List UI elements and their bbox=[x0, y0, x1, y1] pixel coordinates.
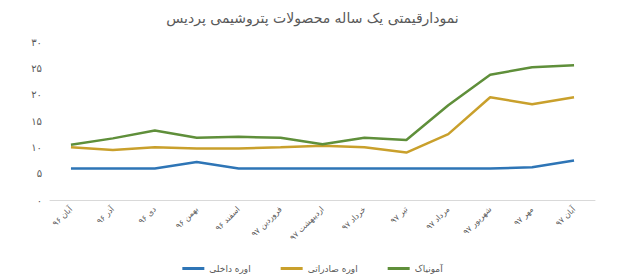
svg-text:بهمن ۹۶: بهمن ۹۶ bbox=[174, 205, 200, 231]
svg-text:۵: ۵ bbox=[37, 168, 42, 179]
svg-text:دی ۹۶: دی ۹۶ bbox=[137, 205, 158, 226]
svg-text:مهر ۹۷: مهر ۹۷ bbox=[512, 205, 535, 228]
svg-text:آبان ۹۷: آبان ۹۷ bbox=[553, 204, 577, 228]
svg-text:فروردین ۹۷: فروردین ۹۷ bbox=[250, 205, 284, 239]
svg-text:اسفند ۹۶: اسفند ۹۶ bbox=[214, 205, 242, 233]
svg-text:اوره صادراتی: اوره صادراتی bbox=[308, 264, 358, 274]
svg-text:۲۰: ۲۰ bbox=[31, 89, 42, 100]
svg-text:اردیبهشت ۹۷: اردیبهشت ۹۷ bbox=[288, 205, 325, 242]
svg-text:آذر ۹۶: آذر ۹۶ bbox=[94, 204, 116, 226]
svg-text:تیر ۹۷: تیر ۹۷ bbox=[389, 205, 410, 226]
svg-text:شهریور ۹۷: شهریور ۹۷ bbox=[461, 205, 493, 237]
svg-text:مرداد ۹۷: مرداد ۹۷ bbox=[424, 205, 451, 232]
svg-text:۲۵: ۲۵ bbox=[31, 63, 42, 74]
svg-text:۳۰: ۳۰ bbox=[31, 37, 42, 48]
svg-text:۰: ۰ bbox=[37, 195, 42, 206]
svg-text:آبان ۹۶: آبان ۹۶ bbox=[50, 204, 74, 228]
svg-text:خرداد ۹۷: خرداد ۹۷ bbox=[340, 205, 367, 232]
svg-text:۱۵: ۱۵ bbox=[31, 116, 42, 127]
svg-text:آمونیاک: آمونیاک bbox=[415, 263, 443, 274]
svg-text:نمودارقیمتی یک ساله محصولات پت: نمودارقیمتی یک ساله محصولات پتروشیمی پرد… bbox=[166, 10, 458, 27]
svg-text:اوره داخلی: اوره داخلی bbox=[209, 264, 250, 274]
svg-text:۱۰: ۱۰ bbox=[31, 142, 42, 153]
